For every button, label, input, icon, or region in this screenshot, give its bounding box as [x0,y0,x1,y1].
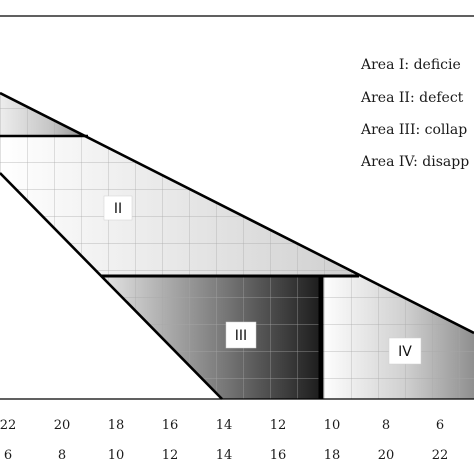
svg-text:III: III [235,328,247,344]
x-tick-label-row1: 6 [436,418,444,433]
area-ii-grid [0,136,359,276]
x-tick-label-row1: 10 [324,418,341,433]
x-axis-ticks: 22 20 18 16 14 12 10 8 6 6 8 10 12 14 16 18 20 22 [0,418,448,463]
x-tick-label-row1: 14 [216,418,233,433]
x-tick-label-row1: 12 [270,418,287,433]
x-tick-label-row2: 16 [270,448,287,463]
x-tick-label-row2: 22 [432,448,449,463]
area-iii-grid [101,276,321,399]
x-tick-label-row2: 8 [58,448,66,463]
x-tick-label-row2: 10 [108,448,125,463]
legend-entry-area-iv: Area IV: disapp [360,154,469,170]
area-iv-label: IV [388,337,422,365]
x-tick-label-row2: 20 [378,448,395,463]
area-iv-grid [321,276,474,399]
upper-boundary-line [0,91,474,335]
x-tick-label-row1: 20 [54,418,71,433]
x-tick-label-row2: 6 [4,448,12,463]
legend-entry-area-i: Area I: deficie [360,57,461,73]
x-tick-label-row1: 18 [108,418,125,433]
area-iii-label: III [225,321,257,349]
lower-boundary-line [0,172,223,400]
svg-text:IV: IV [398,344,412,360]
x-tick-label-row1: 16 [162,418,179,433]
legend-entry-area-ii: Area II: defect [360,90,464,106]
legend-entry-area-iii: Area III: collap [360,122,467,138]
x-tick-label-row2: 18 [324,448,341,463]
x-tick-label-row1: 22 [0,418,16,433]
x-tick-label-row1: 8 [382,418,390,433]
svg-text:II: II [114,201,122,217]
legend: Area I: deficie Area II: defect Area III… [360,57,469,170]
x-tick-label-row2: 14 [216,448,233,463]
area-ii-label: II [103,195,133,221]
x-tick-label-row2: 12 [162,448,179,463]
